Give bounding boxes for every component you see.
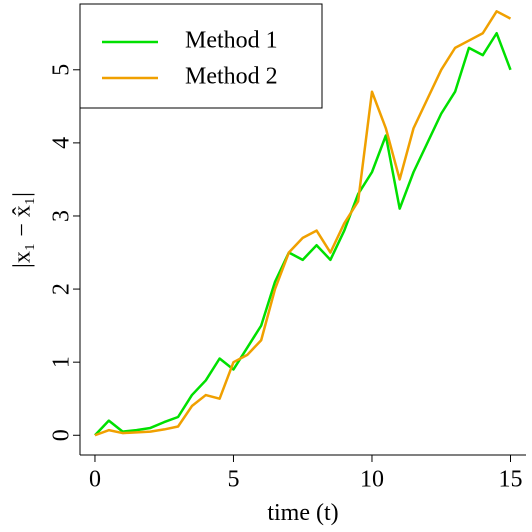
y-tick-label: 4 (49, 137, 75, 149)
x-tick-label: 15 (498, 467, 522, 493)
y-tick-label: 1 (49, 356, 75, 368)
y-tick-label: 5 (49, 64, 75, 76)
x-tick-label: 10 (360, 467, 384, 493)
y-tick-label: 3 (49, 210, 75, 222)
data-line (94, 10, 512, 437)
legend-label: Method 2 (185, 64, 278, 90)
legend-label: Method 1 (185, 28, 278, 54)
y-axis-label: |x₁ − x̂₁| (10, 192, 36, 268)
x-tick-label: 5 (227, 467, 239, 493)
y-tick-label: 0 (49, 429, 75, 441)
y-tick-label: 2 (49, 283, 75, 295)
legend-box (79, 3, 323, 109)
x-tick-label: 0 (89, 467, 101, 493)
data-line (94, 31, 512, 437)
x-axis-label: time (t) (267, 500, 338, 526)
